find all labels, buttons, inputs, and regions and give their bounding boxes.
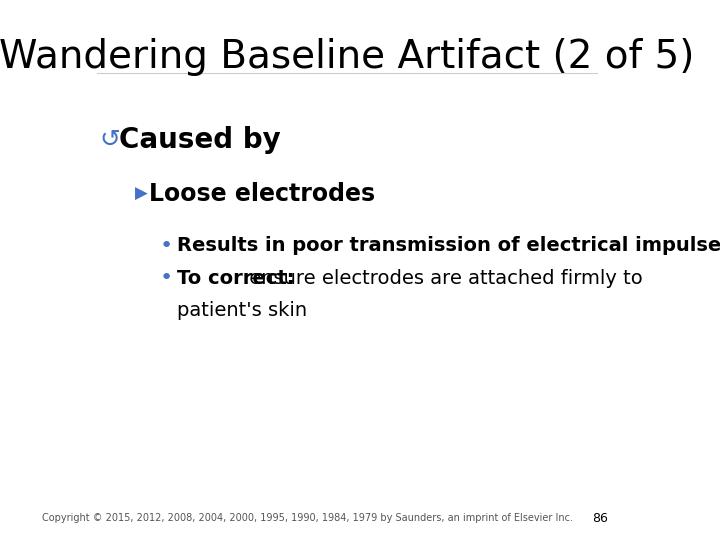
Text: Copyright © 2015, 2012, 2008, 2004, 2000, 1995, 1990, 1984, 1979 by Saunders, an: Copyright © 2015, 2012, 2008, 2004, 2000… [42, 514, 573, 523]
Text: Caused by: Caused by [119, 126, 281, 154]
Text: ensure electrodes are attached firmly to: ensure electrodes are attached firmly to [243, 268, 642, 288]
Text: ▶: ▶ [135, 185, 148, 204]
Text: 86: 86 [593, 512, 608, 525]
Text: Loose electrodes: Loose electrodes [149, 183, 375, 206]
Text: •: • [159, 268, 173, 288]
Text: Wandering Baseline Artifact (2 of 5): Wandering Baseline Artifact (2 of 5) [0, 38, 695, 76]
Text: ↺: ↺ [99, 129, 120, 152]
Text: patient's skin: patient's skin [177, 301, 307, 320]
Text: To correct:: To correct: [177, 268, 294, 288]
Text: •: • [159, 235, 173, 256]
Text: Results in poor transmission of electrical impulse: Results in poor transmission of electric… [177, 236, 720, 255]
